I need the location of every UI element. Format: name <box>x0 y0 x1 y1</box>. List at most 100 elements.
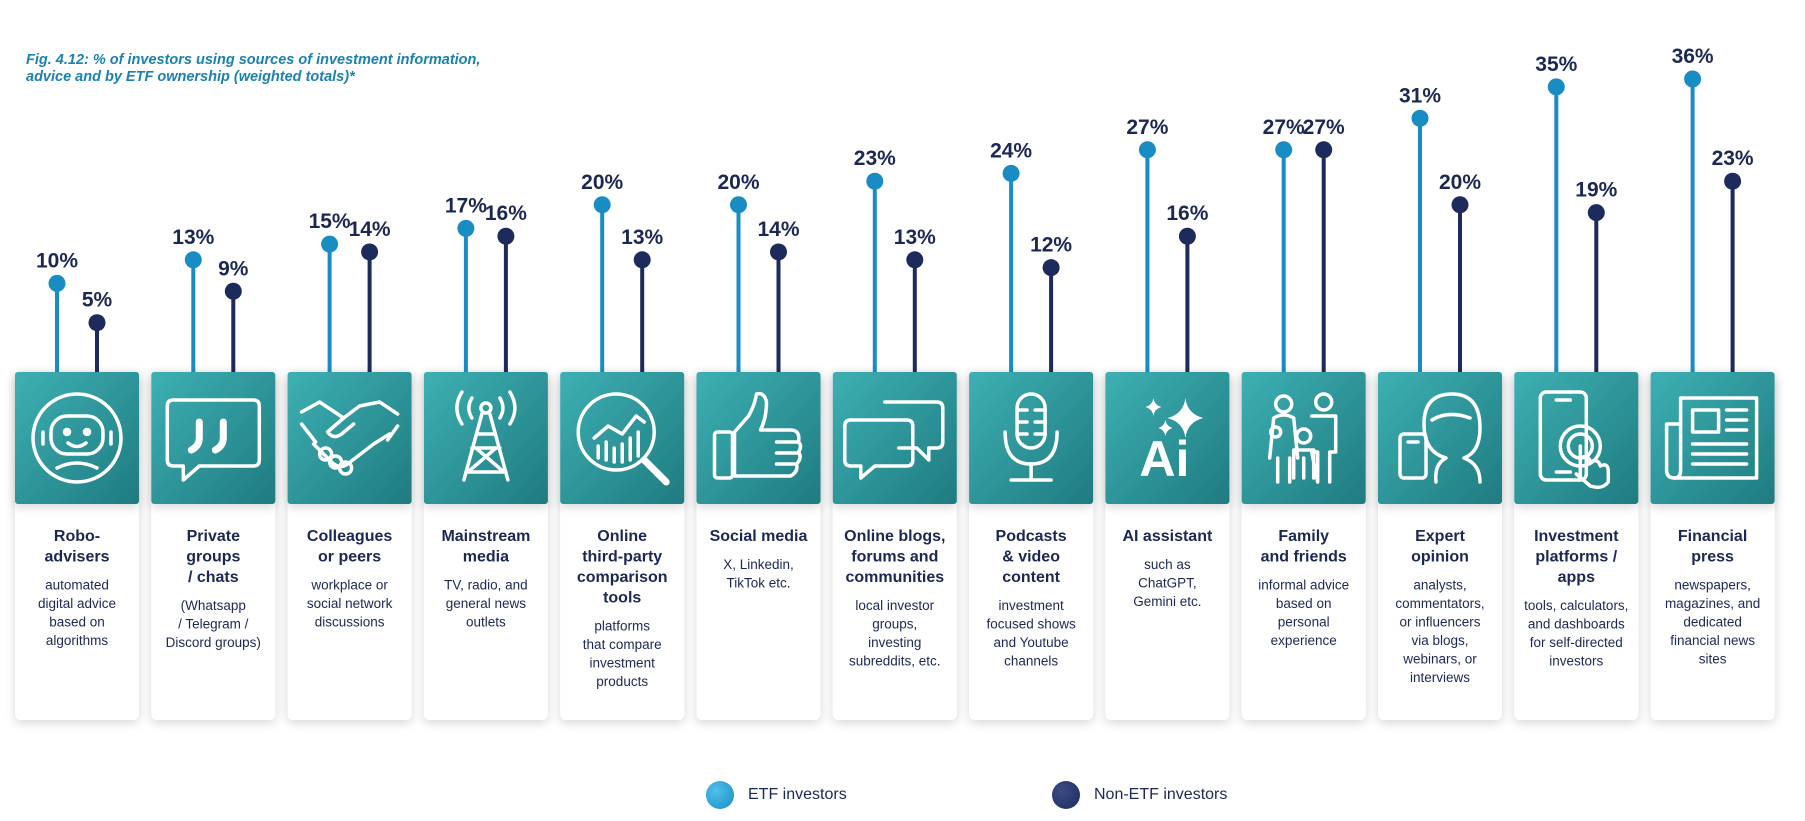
category-description: platforms that compare investment products <box>583 619 662 690</box>
etf-point <box>1547 78 1565 96</box>
svg-text:Ai: Ai <box>1139 431 1189 487</box>
category-title-line: apps <box>1558 569 1595 586</box>
etf-point <box>1411 109 1429 127</box>
non-etf-point <box>1724 172 1742 190</box>
category-title: Expert opinion <box>1411 528 1469 566</box>
category-tile <box>423 372 548 504</box>
magnifier-chart-icon <box>576 392 670 486</box>
category-description-line: or influencers <box>1399 615 1480 630</box>
category-description-line: and Youtube <box>994 635 1069 650</box>
ai-sparkle-icon: Ai <box>1139 398 1204 487</box>
non-etf-value-label: 27% <box>1303 116 1345 139</box>
category-description: TV, radio, and general news outlets <box>444 578 528 630</box>
etf-value-label: 10% <box>36 249 78 272</box>
category-title: AI assistant <box>1122 528 1212 545</box>
non-etf-value-label: 20% <box>1439 171 1481 194</box>
category-title: Mainstream media <box>441 528 530 566</box>
category-description: local investor groups, investing subreddits… <box>849 598 941 669</box>
category-title-line: Investment <box>1534 528 1619 545</box>
etf-point <box>1275 141 1293 159</box>
category-description-line: algorithms <box>46 633 109 648</box>
category-title-line: Online blogs, <box>844 528 945 545</box>
category-description-line: based on <box>49 615 105 630</box>
etf-point <box>730 196 747 214</box>
category-title-line: Podcasts <box>996 528 1067 545</box>
non-etf-value-label: 12% <box>1030 234 1072 257</box>
category-description-line: interviews <box>1410 670 1470 685</box>
non-etf-point <box>497 227 515 245</box>
non-etf-point <box>770 243 787 261</box>
legend-non-etf: Non-ETF investors <box>1052 780 1227 810</box>
category-description-line: experience <box>1271 633 1337 648</box>
category-description-line: based on <box>1276 596 1332 611</box>
quote-bubble-icon <box>165 398 262 482</box>
etf-value-label: 36% <box>1672 45 1714 68</box>
category-title-line: advisers <box>45 549 110 566</box>
etf-point <box>1002 164 1020 182</box>
category-description-line: / Telegram / <box>178 617 249 632</box>
category-title-line: or peers <box>318 549 381 566</box>
category-description: newspapers, magazines, and dedicated financ… <box>1665 578 1760 667</box>
category-description-line: outlets <box>466 615 506 630</box>
category-description-line: discussions <box>315 615 385 630</box>
legend-etf: ETF investors <box>706 780 847 810</box>
category-description-line: newspapers, <box>1674 578 1751 593</box>
category-title-line: & video <box>1002 549 1060 566</box>
non-etf-value-label: 13% <box>621 226 663 249</box>
category-title-line: tools <box>603 590 641 607</box>
category-title: Online third-party comparison tools <box>577 528 668 607</box>
category-title-line: Online <box>597 528 647 545</box>
etf-point <box>1684 70 1702 88</box>
category-description-line: that compare <box>583 637 662 652</box>
category-title: Podcasts & video content <box>996 528 1067 586</box>
thumbs-up-icon <box>712 391 803 480</box>
etf-value-label: 24% <box>990 139 1032 162</box>
newspaper-icon <box>1664 396 1759 480</box>
etf-value-label: 35% <box>1535 53 1577 76</box>
non-etf-value-label: 13% <box>894 226 936 249</box>
category-description-line: ChatGPT, <box>1138 576 1197 591</box>
category-title-line: opinion <box>1411 549 1469 566</box>
category-title-line: Expert <box>1415 528 1465 545</box>
category-title-line: AI assistant <box>1122 528 1212 545</box>
category-title-line: Family <box>1278 528 1329 545</box>
category-description: such as ChatGPT, Gemini etc. <box>1133 557 1201 609</box>
category-description-line: magazines, and <box>1665 596 1760 611</box>
category-description-line: sites <box>1699 652 1727 667</box>
figure-title: Fig. 4.12: % of investors using sources … <box>26 52 646 86</box>
category-title-line: Financial <box>1678 528 1747 545</box>
category-description-line: TV, radio, and <box>444 578 528 593</box>
category-description-line: tools, calculators, <box>1524 598 1628 613</box>
category-description-line: personal <box>1278 615 1330 630</box>
category-title-line: comparison <box>577 569 668 586</box>
non-etf-value-label: 14% <box>349 218 391 241</box>
non-etf-point <box>1178 227 1196 245</box>
category-description-line: channels <box>1004 654 1058 669</box>
category-title: Colleagues or peers <box>307 528 392 566</box>
category-description-line: focused shows <box>986 617 1076 632</box>
non-etf-point <box>88 314 106 332</box>
category-description-line: such as <box>1144 557 1191 572</box>
category-title: Financial press <box>1678 528 1747 566</box>
category-description-line: local investor <box>855 598 934 613</box>
etf-value-label: 20% <box>717 171 759 194</box>
category-title-line: Mainstream <box>441 528 530 545</box>
figure-title-line-1: Fig. 4.12: % of investors using sources … <box>26 52 481 68</box>
category-title-line: and friends <box>1261 549 1347 566</box>
category-description: analysts, commentators, or influencers via … <box>1395 578 1484 686</box>
microphone-icon <box>1003 392 1059 482</box>
category-description-line: and dashboards <box>1528 617 1625 632</box>
etf-value-label: 23% <box>854 147 896 170</box>
category-description-line: automated <box>45 578 109 593</box>
figure-title-line-2: advice and by ETF ownership (weighted to… <box>26 69 355 85</box>
etf-point <box>457 219 475 237</box>
etf-value-label: 31% <box>1399 84 1441 107</box>
category-title-line: communities <box>845 569 944 586</box>
category-description: workplace or social network discussions <box>307 578 393 630</box>
etf-value-label: 17% <box>445 194 487 217</box>
non-etf-point <box>224 282 242 300</box>
category-title-line: media <box>463 549 509 566</box>
robot-icon <box>31 392 123 484</box>
legend-non-etf-label: Non-ETF investors <box>1094 786 1228 803</box>
non-etf-value-label: 19% <box>1575 179 1617 202</box>
